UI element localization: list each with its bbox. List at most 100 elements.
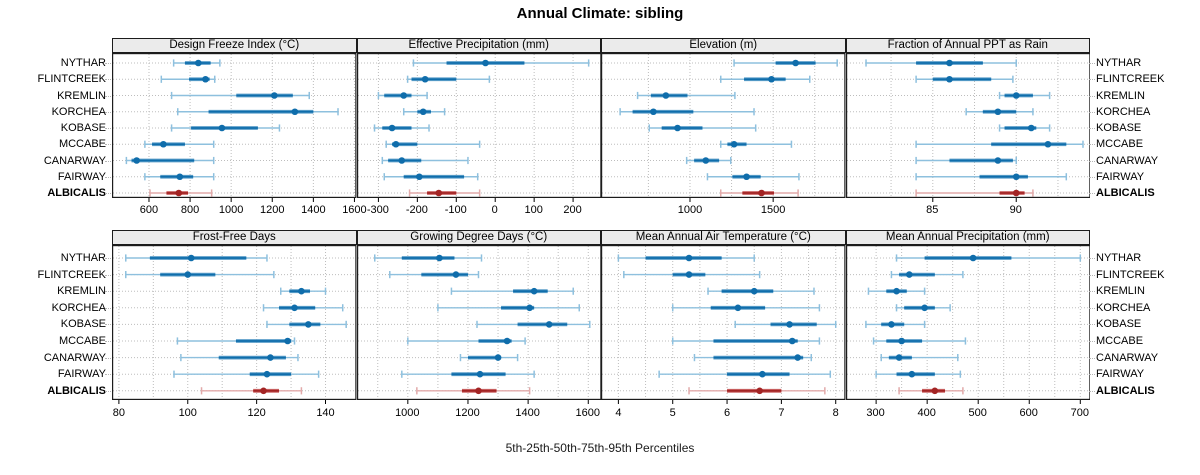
axis-tick-label: 80	[112, 407, 125, 419]
percentile-series-fairway	[706, 173, 800, 181]
station-label: FAIRWAY	[1096, 170, 1145, 183]
station-label: CANARWAY	[43, 154, 106, 167]
percentile-series-albicalis	[914, 189, 1034, 197]
panel-strip-title: Elevation (m)	[689, 39, 758, 51]
percentile-series-flintcreek	[890, 271, 964, 279]
percentile-series-mccabe	[144, 140, 215, 148]
median-dot	[897, 337, 905, 345]
percentile-series-kremlin	[170, 91, 310, 100]
median-dot	[184, 271, 192, 278]
axis-tick-label: 200	[563, 204, 582, 216]
median-dot	[263, 370, 271, 378]
axis-tick-label: 7	[778, 407, 785, 419]
median-dot	[908, 370, 915, 378]
median-dot	[734, 304, 742, 312]
percentile-series-kobase	[998, 124, 1050, 132]
median-dot	[284, 337, 291, 345]
panel-border	[845, 53, 1090, 199]
median-dot	[758, 189, 765, 197]
station-label: KREMLIN	[57, 285, 106, 298]
percentile-series-flintcreek	[388, 271, 479, 279]
panel-strip-title: Mean Annual Air Temperature (°C)	[635, 231, 811, 243]
median-dot	[434, 189, 442, 197]
median-dot	[397, 157, 405, 164]
median-dot	[759, 370, 766, 378]
gridline-stub	[1089, 357, 1095, 359]
gridline-stub	[1089, 390, 1095, 392]
panel-strip: Growing Degree Days (°C)	[356, 230, 601, 245]
median-dot	[476, 370, 483, 378]
percentile-series-canarway	[381, 156, 469, 165]
gridline-stub	[1089, 144, 1095, 146]
median-dot	[304, 321, 312, 328]
percentile-series-canarway	[914, 156, 1017, 165]
median-dot	[892, 287, 900, 295]
percentile-series-canarway	[693, 354, 813, 362]
axis-tick-label: 4	[615, 407, 622, 419]
axis-tick-label: 120	[247, 407, 266, 419]
panel-strip-title: Fraction of Annual PPT as Rain	[887, 39, 1048, 51]
median-dot	[905, 271, 913, 278]
median-dot	[194, 59, 202, 67]
gridline-stub	[105, 390, 111, 392]
station-label: ALBICALIS	[1096, 384, 1155, 397]
percentiles-caption: 5th-25th-50th-75th-95th Percentiles	[505, 441, 695, 455]
percentile-series-nythar	[895, 254, 1081, 262]
station-label: CANARWAY	[1096, 154, 1159, 167]
station-label: CANARWAY	[43, 351, 106, 364]
percentile-series-korchea	[176, 108, 339, 116]
median-dot	[291, 304, 298, 312]
percentile-series-canarway	[685, 156, 732, 165]
gridline-stub	[1089, 307, 1095, 309]
median-dot	[388, 124, 395, 132]
gridline-stub	[1089, 374, 1095, 376]
median-dot	[399, 92, 407, 99]
gridline-stub	[1089, 111, 1095, 113]
axis-tick-label: -100	[444, 204, 467, 216]
median-dot	[218, 124, 226, 132]
median-dot	[887, 321, 895, 328]
axis-tick-label: 400	[917, 407, 936, 419]
percentile-series-kobase	[266, 320, 347, 328]
median-dot	[160, 140, 167, 148]
station-label: ALBICALIS	[47, 384, 106, 397]
axis-tick-label: 1600	[342, 204, 367, 216]
axis-tick-label: 600	[139, 204, 159, 216]
panel-border	[601, 53, 846, 199]
percentile-series-fairway	[914, 173, 1067, 181]
gridline-stub	[1089, 63, 1095, 64]
median-dot	[175, 189, 183, 197]
station-label: FLINTCREEK	[37, 73, 106, 86]
percentile-series-kobase	[373, 124, 430, 132]
percentile-series-kremlin	[707, 287, 815, 295]
axis-tick-label: 1500	[760, 204, 786, 216]
median-dot	[756, 387, 763, 395]
axis-tick-label: 700	[1070, 407, 1089, 419]
station-label: KREMLIN	[57, 89, 106, 102]
axis-tick-label: 1000	[395, 407, 420, 419]
percentile-series-korchea	[402, 108, 445, 116]
axis-tick-label: 1400	[515, 407, 540, 419]
percentile-series-fairway	[144, 173, 215, 181]
station-label: FAIRWAY	[57, 368, 106, 381]
median-dot	[1044, 140, 1051, 148]
median-dot	[788, 337, 796, 345]
axis-tick-label: 800	[180, 204, 200, 216]
gridline-stub	[1089, 274, 1095, 276]
median-dot	[291, 108, 299, 116]
station-label: FAIRWAY	[57, 170, 106, 183]
percentile-series-kremlin	[377, 91, 428, 100]
median-dot	[419, 108, 426, 116]
percentile-series-kremlin	[636, 91, 736, 100]
percentile-series-kobase	[864, 320, 925, 328]
median-dot	[187, 254, 195, 262]
station-label: MCCABE	[58, 138, 106, 151]
gridline-stub	[1089, 193, 1095, 194]
axis-tick-label: 1000	[677, 204, 703, 216]
median-dot	[260, 387, 267, 395]
panel-strip: Frost-Free Days	[112, 230, 357, 245]
percentile-series-korchea	[895, 304, 951, 312]
axis-tick-label: -300	[366, 204, 389, 216]
panel-strip: Effective Precipitation (mm)	[356, 38, 601, 53]
